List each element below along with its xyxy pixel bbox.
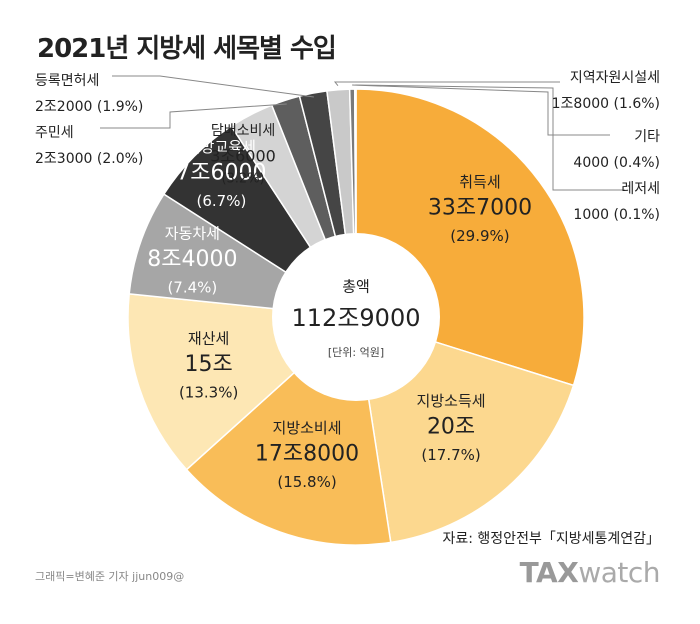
slice-name: 레저세 [621,181,660,197]
slice-name-label: 지방소득세 [417,392,486,410]
slice-value-label: 15조 [185,352,233,377]
center-total: 112조9000 [292,304,421,332]
slice-value-label: 20조 [427,415,475,440]
slice-percent-label: (13.3%) [179,384,238,402]
slice-value-label: 17조8000 [255,441,359,466]
slice-name-label: 취득세 [459,173,500,191]
slice-name-label: 자동차세 [165,224,220,242]
slice-value-label: 8조4000 [147,247,237,272]
slice-value-label: 3조6000 [210,147,276,166]
center-unit: [단위: 억원] [328,346,384,359]
slice-percent-label: (3.2%) [221,172,264,187]
slice-name-label: 재산세 [188,330,229,348]
slice-name: 기타 [634,129,660,145]
slice-percent-label: (6.7%) [196,192,246,210]
slice-name: 주민세 [35,125,74,141]
graphic-credit: 그래픽=변혜준 기자 jjun009@ [35,568,184,584]
brand-logo: TAXwatch [520,556,660,589]
slice-percent-label: (17.7%) [421,446,480,464]
slice-percent-label: (29.9%) [450,227,509,245]
slice-value: 1조8000 (1.6%) [552,91,660,117]
label-leisure-tax: 레저세 1000 (0.1%) [573,176,660,228]
slice-percent-label: (7.4%) [167,278,217,296]
slice-value: 2조2000 (1.9%) [35,94,143,120]
slice-name-label: 지방소비세 [273,419,342,437]
label-registration-tax: 등록면허세 2조2000 (1.9%) [35,68,143,120]
brand-light: watch [578,556,660,589]
slice-name: 등록면허세 [35,73,99,89]
slice-value-label: 33조7000 [428,195,532,220]
source-note: 자료: 행정안전부「지방세통계연감」 [443,528,661,548]
slice-name: 지역자원시설세 [570,70,660,86]
label-regional-resource-tax: 지역자원시설세 1조8000 (1.6%) [552,65,660,117]
center-label: 총액 [342,278,370,296]
slice-name-label: 담배소비세 [211,123,275,139]
slice-value: 2조3000 (2.0%) [35,146,143,172]
brand-bold: TAX [520,556,579,589]
label-other: 기타 4000 (0.4%) [573,124,660,176]
slice-value: 1000 (0.1%) [573,202,660,228]
slice-value: 4000 (0.4%) [573,150,660,176]
label-resident-tax: 주민세 2조3000 (2.0%) [35,120,143,172]
slice-percent-label: (15.8%) [277,473,336,491]
